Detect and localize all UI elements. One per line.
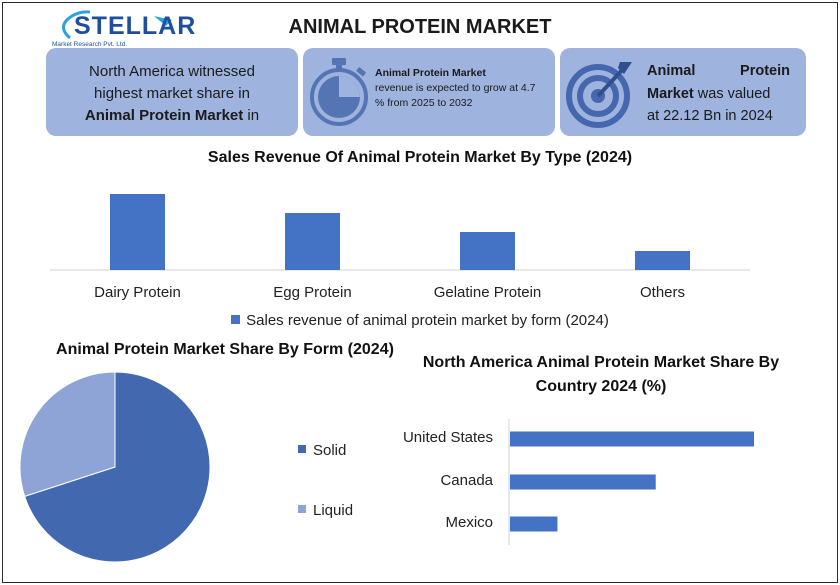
card2-bold: Animal Protein Market	[375, 67, 486, 79]
bar-chart-legend: Sales revenue of animal protein market b…	[0, 312, 840, 329]
card3-bold2: Protein	[740, 63, 790, 79]
card3-rest2: at 22.12 Bn in 2024	[647, 108, 773, 124]
bar-chart-title: Sales Revenue Of Animal Protein Market B…	[207, 149, 633, 166]
logo-tagline: Market Research Pvt. Ltd.	[52, 41, 128, 48]
stopwatch-icon	[310, 58, 368, 126]
card1-suffix: in	[243, 107, 260, 124]
pie-legend-label-solid: Solid	[313, 442, 347, 459]
card3-bold3: Market	[647, 85, 694, 102]
card1-bold: Animal Protein Market	[84, 107, 244, 124]
hbar-chart-title: North America Animal Protein Market Shar…	[422, 354, 780, 395]
pie-legend-liquid: Liquid	[298, 502, 353, 519]
legend-label: Sales revenue of animal protein market b…	[246, 312, 609, 329]
card2-rest: revenue is expected to grow at 4.7 % fro…	[375, 82, 536, 109]
info-card-value: Animal Protein Market was valued at 22.1…	[560, 48, 806, 136]
pie-slice-liquid	[19, 371, 116, 497]
pie-legend-swatch-liquid	[298, 505, 306, 513]
legend-swatch	[231, 315, 241, 324]
page-title: ANIMAL PROTEIN MARKET	[288, 16, 552, 38]
pie-chart-title: Animal Protein Market Share By Form (202…	[56, 341, 394, 358]
card3-bold1: Animal	[647, 63, 696, 79]
card3-rest1: was valued	[693, 85, 771, 102]
info-card-share: North America witnessed highest market s…	[46, 48, 298, 136]
pie-slice-solid	[24, 371, 211, 563]
bar-category-label: Egg Protein	[273, 284, 352, 301]
pie-legend-swatch-solid	[298, 445, 306, 453]
target-icon	[566, 62, 632, 128]
hbar-category-label: Mexico	[445, 514, 493, 531]
bar-category-label: Dairy Protein	[94, 284, 181, 301]
info-card-growth: Animal Protein Market revenue is expecte…	[303, 48, 555, 136]
logo-swoosh-icon	[62, 10, 172, 40]
hbar-category-label: Canada	[440, 472, 493, 489]
card1-line2: highest market share in	[94, 85, 250, 102]
hbar-category-label: United States	[402, 429, 493, 446]
card1-line1: North America witnessed	[89, 63, 255, 80]
bar-category-label: Others	[639, 284, 685, 301]
pie-chart	[19, 371, 211, 563]
stellar-logo: STELLAR Market Research Pvt. Ltd.	[50, 8, 195, 54]
bar-category-label: Gelatine Protein	[433, 284, 542, 301]
pie-legend-label-liquid: Liquid	[313, 502, 354, 519]
pie-legend-solid: Solid	[298, 442, 346, 459]
logo-name: STELLAR	[74, 12, 197, 40]
